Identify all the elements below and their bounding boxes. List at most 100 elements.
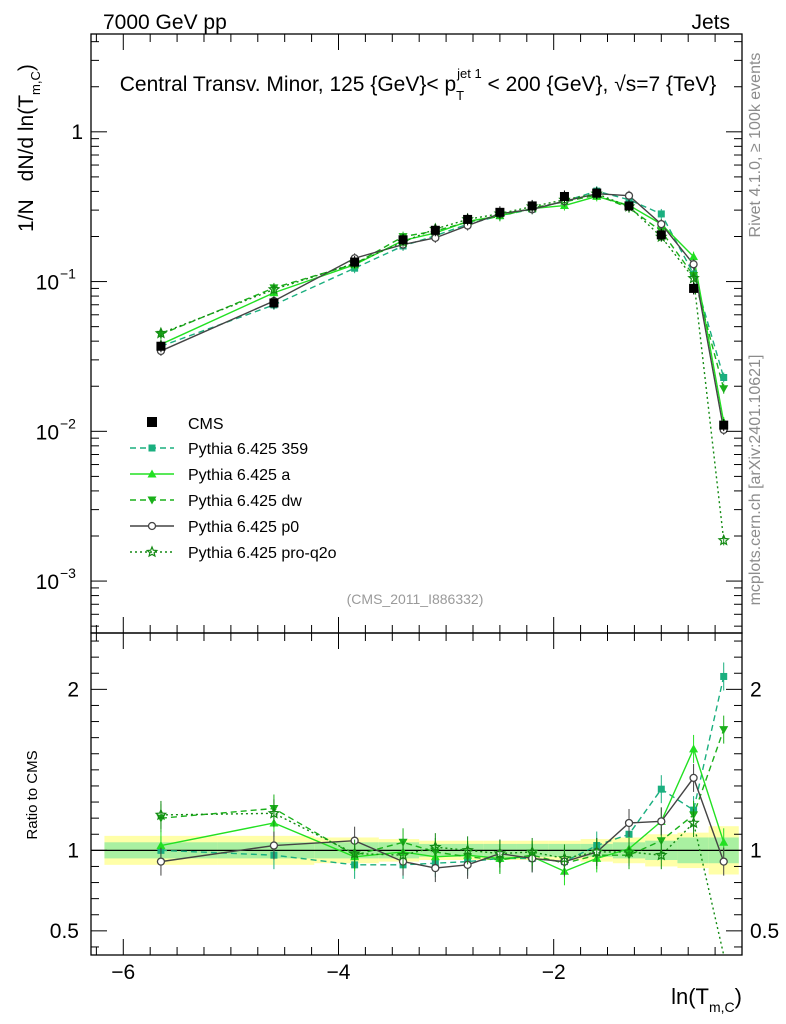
ratio-point <box>396 848 410 861</box>
series-line <box>160 192 725 541</box>
series-line <box>160 195 725 423</box>
data-point <box>156 341 166 351</box>
y-tick-exponent: −1 <box>60 266 76 282</box>
ratio-tick-label: 0.5 <box>50 920 79 943</box>
ratio-point <box>657 785 665 793</box>
ratio-point <box>622 845 636 858</box>
ratio-point <box>624 818 634 828</box>
plot-title: Central Transv. Minor, 125 {GeV}< pTjet … <box>120 66 716 103</box>
legend: CMS Pythia 6.425 359 Pythia 6.425 a Pythia … <box>130 416 337 562</box>
data-point <box>656 230 666 240</box>
legend-label: Pythia 6.425 dw <box>188 493 302 510</box>
main-frame <box>90 33 743 634</box>
series-point <box>720 373 728 381</box>
series-point <box>719 385 729 394</box>
data-point <box>430 225 440 235</box>
ratio-series-line <box>160 776 725 869</box>
legend-marker <box>148 444 156 452</box>
ratio-point <box>687 816 700 829</box>
ratio-point <box>558 851 571 864</box>
ratio-point <box>493 847 507 859</box>
data-point <box>495 207 505 217</box>
ratio-point <box>719 837 729 846</box>
ratio-point <box>154 808 168 821</box>
ratio-point <box>267 806 281 819</box>
ratio-point <box>156 841 166 850</box>
x-tick-label: −6 <box>111 961 135 984</box>
y-tick-label: 10 <box>36 571 59 594</box>
main-series-lines <box>160 190 725 541</box>
ratio-axis-label: Ratio to CMS <box>24 750 41 839</box>
y-tick-exponent: −2 <box>60 415 76 431</box>
series-point <box>657 219 666 229</box>
ratio-point <box>431 863 440 873</box>
legend-label: Pythia 6.425 pro-q2o <box>188 545 337 562</box>
series-point <box>657 210 665 218</box>
ratio-point <box>657 817 666 826</box>
ratio-point <box>689 773 698 783</box>
ratio-point <box>156 857 166 866</box>
series-point <box>687 271 700 284</box>
rivet-label: Rivet 4.1.0, ≥ 100k events <box>747 53 764 238</box>
ratio-point <box>719 726 729 735</box>
series-point <box>624 191 634 200</box>
legend-label: Pythia 6.425 a <box>188 467 290 484</box>
data-point <box>689 283 699 293</box>
ratio-point <box>525 845 539 858</box>
analysis-tag: (CMS_2011_I886332) <box>347 591 484 607</box>
series-point <box>689 260 698 269</box>
ratio-point <box>269 841 279 850</box>
header-process: Jets <box>691 11 730 34</box>
y-tick-exponent: −3 <box>60 565 76 581</box>
ratio-tick-label-right: 2 <box>750 678 762 701</box>
ratio-series-line <box>160 729 725 864</box>
data-point <box>350 257 360 267</box>
x-axis-label: ln(Tm,C) <box>671 984 742 1015</box>
header-energy: 7000 GeV pp <box>103 11 227 34</box>
legend-label: Pythia 6.425 p0 <box>188 519 299 536</box>
legend-marker <box>147 496 157 505</box>
ratio-series-lines <box>160 676 725 956</box>
legend-marker <box>145 545 159 558</box>
ratio-point <box>590 845 603 858</box>
y-tick-label: 10 <box>36 421 59 444</box>
legend-marker <box>147 521 157 531</box>
ratio-point <box>654 848 668 861</box>
data-point <box>559 191 569 201</box>
ratio-uncertainty-bands <box>91 826 742 875</box>
ratio-markers <box>154 662 729 886</box>
series-line <box>160 190 725 378</box>
y-axis-label: 1/NdN/d ln(Tm,C) <box>15 64 43 232</box>
ratio-tick-label-right: 0.5 <box>750 920 779 943</box>
data-point <box>269 298 279 308</box>
series-point <box>267 282 281 295</box>
data-point <box>624 201 634 211</box>
data-point <box>463 214 473 224</box>
series-point <box>154 326 168 339</box>
ratio-point <box>720 672 728 680</box>
data-point <box>592 188 602 198</box>
series-line <box>160 194 725 389</box>
ratio-frame <box>90 632 743 956</box>
legend-label: Pythia 6.425 359 <box>188 441 308 458</box>
series-point <box>717 533 730 546</box>
data-point <box>719 420 729 430</box>
ratio-point <box>689 744 699 753</box>
y-tick-label: 1 <box>71 121 83 144</box>
y-tick-label: 10 <box>36 272 59 295</box>
ratio-tick-label: 1 <box>67 839 79 862</box>
ratio-point <box>348 847 361 859</box>
legend-label-data: CMS <box>188 416 224 433</box>
ratio-point <box>429 840 442 853</box>
ratio-point <box>461 843 474 856</box>
ratio-tick-label: 2 <box>67 678 79 701</box>
ratio-series-line <box>160 812 725 956</box>
ratio-series-line <box>160 676 725 866</box>
legend-marker-data <box>147 417 157 427</box>
x-tick-label: −4 <box>327 961 351 984</box>
data-point <box>527 201 537 211</box>
ratio-tick-label-right: 1 <box>750 839 762 862</box>
series-point <box>689 252 699 261</box>
mcplots-label: mcplots.cern.ch [arXiv:2401.10621] <box>747 355 764 606</box>
